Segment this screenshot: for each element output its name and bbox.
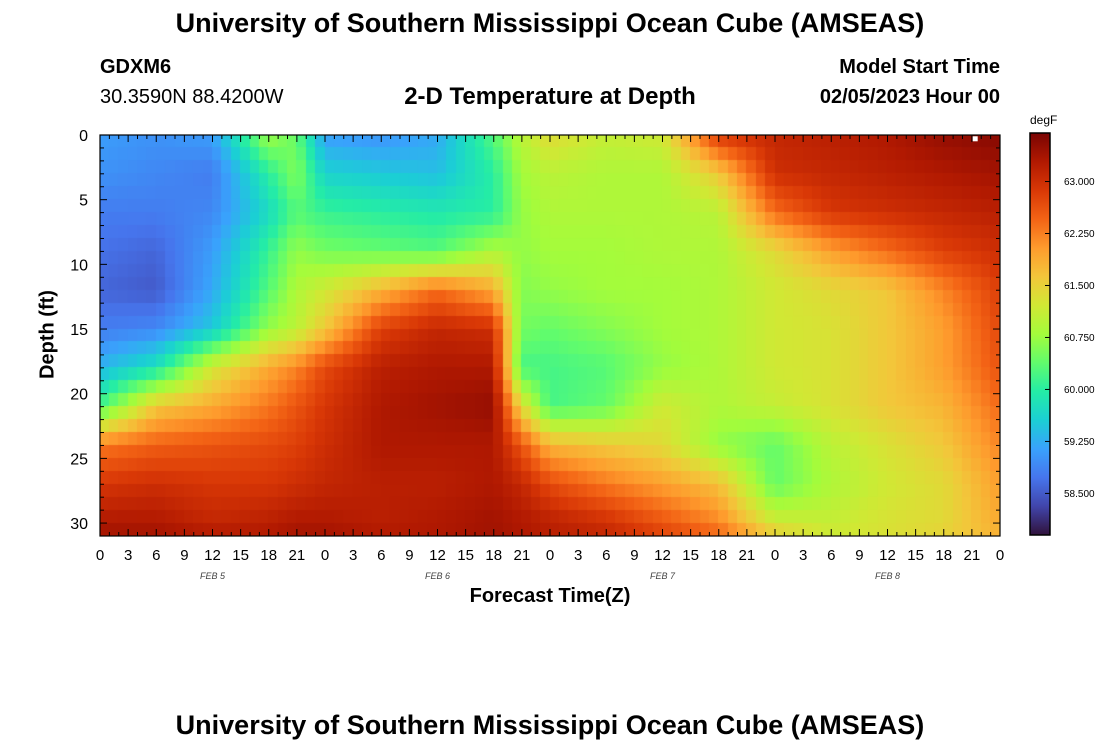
- x-tick-label: 15: [682, 547, 699, 564]
- x-tick-label: 9: [405, 547, 413, 564]
- x-tick-label: 21: [514, 547, 531, 564]
- x-tick-label: 3: [124, 547, 132, 564]
- x-tick-label: 9: [630, 547, 638, 564]
- x-date-label: FEB 6: [425, 571, 450, 581]
- x-axis-label: Forecast Time(Z): [469, 585, 631, 607]
- x-tick-label: 21: [964, 547, 981, 564]
- x-tick-label: 6: [827, 547, 835, 564]
- station-coords: 30.3590N 88.4200W: [100, 86, 284, 108]
- colorbar-unit: degF: [1030, 113, 1058, 127]
- x-tick-label: 18: [260, 547, 277, 564]
- colorbar-tick-label: 60.000: [1064, 385, 1095, 396]
- x-tick-label: 6: [377, 547, 385, 564]
- x-date-label: FEB 8: [875, 571, 900, 581]
- colorbar: [1029, 132, 1051, 536]
- x-tick-label: 3: [349, 547, 357, 564]
- colorbar-tick-label: 63.000: [1064, 177, 1095, 188]
- x-tick-label: 21: [289, 547, 306, 564]
- y-axis-label: Depth (ft): [36, 290, 59, 379]
- model-start-value: 02/05/2023 Hour 00: [819, 86, 1000, 108]
- model-start-label: Model Start Time: [839, 56, 1000, 78]
- x-tick-label: 12: [429, 547, 446, 564]
- x-tick-label: 9: [180, 547, 188, 564]
- bottom-title: University of Southern Mississippi Ocean…: [175, 710, 925, 740]
- x-date-label: FEB 7: [650, 571, 676, 581]
- x-tick-label: 6: [152, 547, 160, 564]
- x-tick-label: 0: [321, 547, 329, 564]
- colorbar-tick-label: 62.250: [1064, 229, 1095, 240]
- x-tick-label: 21: [739, 547, 756, 564]
- x-tick-label: 3: [799, 547, 807, 564]
- x-tick-label: 18: [935, 547, 952, 564]
- top-title: University of Southern Mississippi Ocean…: [175, 8, 925, 38]
- y-tick-label: 25: [70, 451, 88, 468]
- colorbar-tick-label: 60.750: [1064, 333, 1095, 344]
- x-tick-label: 9: [855, 547, 863, 564]
- y-tick-label: 5: [79, 193, 88, 210]
- x-tick-label: 0: [996, 547, 1004, 564]
- station-marker: [972, 136, 978, 142]
- x-tick-label: 15: [907, 547, 924, 564]
- x-tick-label: 12: [879, 547, 896, 564]
- colorbar-tick-label: 61.500: [1064, 281, 1095, 292]
- y-tick-label: 10: [70, 257, 88, 274]
- station-id: GDXM6: [100, 56, 172, 78]
- x-tick-label: 3: [574, 547, 582, 564]
- y-tick-label: 20: [70, 387, 88, 404]
- x-tick-label: 15: [457, 547, 474, 564]
- x-tick-label: 0: [771, 547, 779, 564]
- plot-title: 2-D Temperature at Depth: [404, 83, 696, 110]
- temperature-heatmap: [100, 135, 1000, 536]
- y-tick-label: 0: [79, 128, 88, 145]
- x-tick-label: 15: [232, 547, 249, 564]
- x-tick-label: 0: [546, 547, 554, 564]
- x-date-label: FEB 5: [200, 571, 226, 581]
- x-tick-label: 6: [602, 547, 610, 564]
- plot-frame: [99, 134, 1001, 537]
- x-tick-label: 12: [654, 547, 671, 564]
- x-tick-label: 12: [204, 547, 221, 564]
- colorbar-tick-label: 59.250: [1064, 437, 1095, 448]
- colorbar-tick-label: 58.500: [1064, 489, 1095, 500]
- x-tick-label: 0: [96, 547, 104, 564]
- y-tick-label: 30: [70, 516, 88, 533]
- y-tick-label: 15: [70, 322, 88, 339]
- x-tick-label: 18: [485, 547, 502, 564]
- x-tick-label: 18: [710, 547, 727, 564]
